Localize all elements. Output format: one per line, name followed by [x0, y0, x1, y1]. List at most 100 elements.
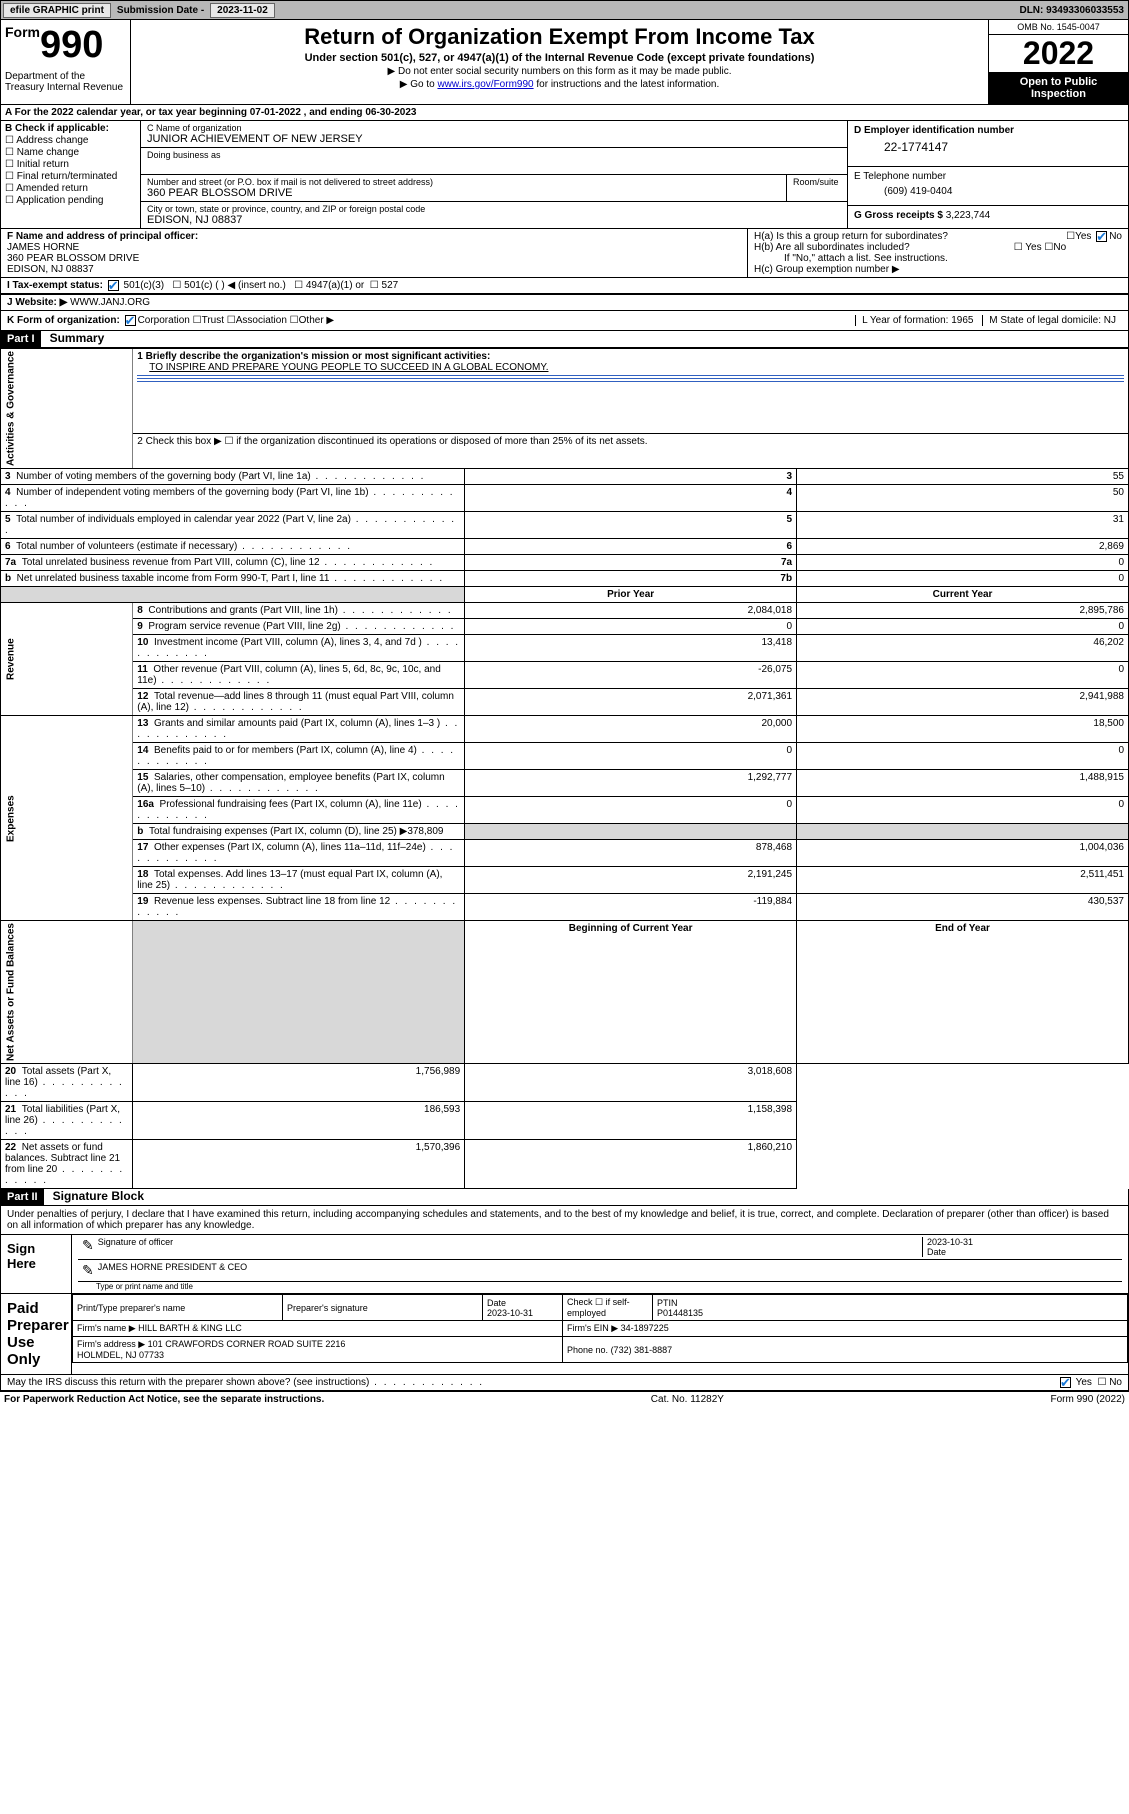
col-end: End of Year [797, 921, 1129, 1064]
officer-name: JAMES HORNE [7, 242, 741, 253]
ein-label: D Employer identification number [854, 125, 1122, 136]
line1-label: 1 Briefly describe the organization's mi… [137, 351, 1124, 362]
irs-link[interactable]: www.irs.gov/Form990 [437, 79, 533, 90]
discuss-yes[interactable] [1060, 1377, 1071, 1388]
self-employed-check[interactable]: Check ☐ if self-employed [563, 1295, 653, 1321]
form-subtitle: Under section 501(c), 527, or 4947(a)(1)… [139, 52, 980, 64]
goto-prefix: ▶ Go to [400, 79, 438, 90]
side-net: Net Assets or Fund Balances [1, 921, 133, 1064]
prep-date-label: Date [487, 1298, 506, 1308]
cb-initial-return[interactable]: Initial return [17, 159, 69, 170]
col-begin: Beginning of Current Year [465, 921, 797, 1064]
section-b-label: B Check if applicable: [5, 123, 136, 134]
cb-corporation[interactable] [125, 315, 136, 326]
perjury-declaration: Under penalties of perjury, I declare th… [1, 1206, 1128, 1234]
year-formation-label: L Year of formation: [862, 315, 951, 326]
part1-title: Summary [44, 329, 111, 347]
hb-label: H(b) Are all subordinates included? [754, 242, 910, 253]
street-address: 360 PEAR BLOSSOM DRIVE [147, 187, 780, 199]
ein-value: 22-1774147 [854, 136, 1122, 162]
part2-title: Signature Block [47, 1187, 150, 1205]
mission-text: TO INSPIRE AND PREPARE YOUNG PEOPLE TO S… [137, 362, 1124, 373]
hc-label: H(c) Group exemption number ▶ [754, 264, 1122, 275]
dept-treasury: Department of the Treasury Internal Reve… [5, 67, 126, 93]
paperwork-notice: For Paperwork Reduction Act Notice, see … [4, 1394, 324, 1405]
form-org-label: K Form of organization: [7, 315, 120, 326]
dln: DLN: 93493306033553 [1019, 5, 1128, 16]
prep-name-label: Print/Type preparer's name [73, 1295, 283, 1321]
phone-value: (609) 419-0404 [854, 182, 1122, 201]
ptin-label: PTIN [657, 1298, 678, 1308]
website-value: WWW.JANJ.ORG [70, 297, 150, 308]
tax-year: 2022 [1023, 35, 1094, 71]
submission-label: Submission Date - [113, 5, 208, 16]
sign-here-label: Sign Here [1, 1235, 71, 1293]
summary-table: Activities & Governance 1 Briefly descri… [0, 348, 1129, 1189]
hb-note: If "No," attach a list. See instructions… [754, 253, 1122, 264]
firm-addr-label: Firm's address ▶ [77, 1339, 145, 1349]
officer-addr1: 360 PEAR BLOSSOM DRIVE [7, 253, 741, 264]
phone-label: E Telephone number [854, 171, 1122, 182]
pen-icon: ✎ [78, 1237, 98, 1257]
firm-ein: 34-1897225 [621, 1323, 669, 1333]
date-label: Date [927, 1247, 946, 1257]
org-name-label: C Name of organization [147, 123, 841, 133]
officer-label: F Name and address of principal officer: [7, 231, 741, 242]
cb-address-change[interactable]: Address change [16, 135, 88, 146]
sig-officer-label: Signature of officer [98, 1237, 922, 1257]
city-state-zip: EDISON, NJ 08837 [147, 214, 841, 226]
ptin-value: P01448135 [657, 1308, 703, 1318]
tax-exempt-label: I Tax-exempt status: [7, 280, 103, 291]
website-label: J Website: ▶ [7, 297, 67, 308]
cb-amended-return[interactable]: Amended return [16, 183, 88, 194]
cb-name-change[interactable]: Name change [17, 147, 79, 158]
cb-501c3[interactable] [108, 280, 119, 291]
state-domicile: NJ [1104, 315, 1116, 326]
topbar: efile GRAPHIC print Submission Date - 20… [0, 0, 1129, 20]
efile-print-button[interactable]: efile GRAPHIC print [3, 3, 111, 18]
form-number: 990 [40, 24, 103, 66]
firm-name-label: Firm's name ▶ [77, 1323, 136, 1333]
state-domicile-label: M State of legal domicile: [989, 315, 1104, 326]
paid-preparer-label: Paid Preparer Use Only [1, 1294, 71, 1374]
room-suite-label: Room/suite [787, 175, 847, 201]
dba-label: Doing business as [147, 150, 841, 160]
firm-ein-label: Firm's EIN ▶ [567, 1323, 618, 1333]
discuss-question: May the IRS discuss this return with the… [7, 1377, 484, 1388]
line2: 2 Check this box ▶ ☐ if the organization… [133, 433, 1129, 469]
col-prior: Prior Year [465, 587, 797, 603]
officer-addr2: EDISON, NJ 08837 [7, 264, 741, 275]
prep-date: 2023-10-31 [487, 1308, 533, 1318]
omb-number: OMB No. 1545-0047 [989, 20, 1128, 35]
sig-date: 2023-10-31 [927, 1237, 973, 1247]
prep-sig-label: Preparer's signature [283, 1295, 483, 1321]
pen-icon: ✎ [78, 1262, 98, 1279]
open-to-public: Open to Public Inspection [989, 72, 1128, 104]
cb-final-return[interactable]: Final return/terminated [17, 171, 118, 182]
org-name: JUNIOR ACHIEVEMENT OF NEW JERSEY [147, 133, 841, 145]
cb-application-pending[interactable]: Application pending [16, 195, 103, 206]
street-label: Number and street (or P.O. box if mail i… [147, 177, 780, 187]
goto-suffix: for instructions and the latest informat… [534, 79, 720, 90]
gross-receipts-label: G Gross receipts $ [854, 210, 943, 221]
part2-header: Part II [1, 1189, 44, 1205]
form-title: Return of Organization Exempt From Incom… [139, 24, 980, 50]
officer-printed-name: JAMES HORNE PRESIDENT & CEO [98, 1262, 247, 1279]
ha-label: H(a) Is this a group return for subordin… [754, 231, 948, 242]
ssn-notice: ▶ Do not enter social security numbers o… [139, 66, 980, 77]
form-label: Form [5, 24, 40, 40]
ha-no-checked [1096, 231, 1107, 242]
form-header: Form990 Department of the Treasury Inter… [0, 20, 1129, 105]
city-label: City or town, state or province, country… [147, 204, 841, 214]
row-a-tax-year: A For the 2022 calendar year, or tax yea… [0, 105, 1129, 121]
section-b: B Check if applicable: ☐ Address change … [1, 121, 141, 228]
firm-phone-label: Phone no. [567, 1345, 608, 1355]
submission-date: 2023-11-02 [210, 3, 275, 18]
name-title-label: Type or print name and title [72, 1282, 1128, 1293]
year-formation: 1965 [951, 315, 973, 326]
firm-phone: (732) 381-8887 [611, 1345, 673, 1355]
side-governance: Activities & Governance [1, 349, 133, 469]
form-footer: Form 990 (2022) [1051, 1394, 1125, 1405]
cat-number: Cat. No. 11282Y [651, 1394, 724, 1405]
gross-receipts-value: 3,223,744 [946, 210, 991, 221]
